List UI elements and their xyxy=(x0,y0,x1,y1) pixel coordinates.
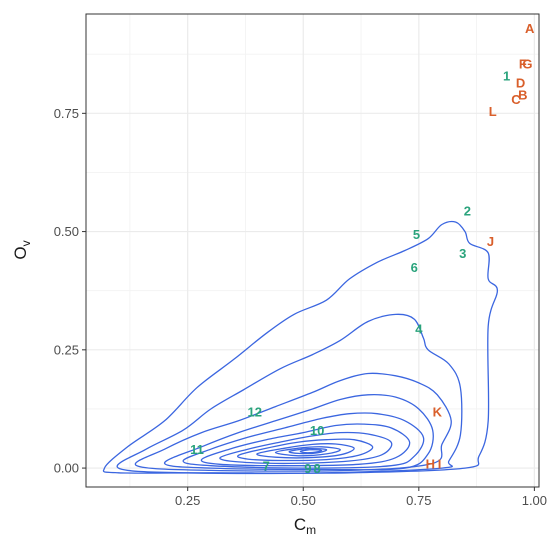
x-axis: 0.25 0.50 0.75 1.00 xyxy=(175,487,547,508)
point-label-A: A xyxy=(525,21,535,36)
point-label-9: 9 xyxy=(304,461,311,476)
density-contour-6 xyxy=(200,423,411,467)
point-label-L: L xyxy=(489,104,497,119)
point-label-3: 3 xyxy=(459,246,466,261)
density-contour-2 xyxy=(116,313,463,475)
point-label-1: 1 xyxy=(503,68,510,83)
y-tick-label: 0.75 xyxy=(54,106,79,121)
density-contour-3 xyxy=(134,372,452,472)
point-label-2: 2 xyxy=(464,203,471,218)
x-tick-label: 0.25 xyxy=(175,493,200,508)
density-contour-4 xyxy=(163,394,434,471)
y-tick-label: 0.25 xyxy=(54,342,79,357)
panel-border xyxy=(85,13,540,488)
point-label-12: 12 xyxy=(247,404,261,419)
y-axis-title-main: O xyxy=(11,246,30,259)
point-label-11: 11 xyxy=(190,442,204,457)
point-label-B: B xyxy=(518,87,527,102)
point-label-8: 8 xyxy=(314,461,321,476)
x-axis-title-main: C xyxy=(294,515,306,534)
density-contour-5 xyxy=(182,412,425,469)
x-tick-label: 1.00 xyxy=(522,493,547,508)
x-axis-title: Cm xyxy=(294,515,316,537)
x-tick-label: 0.75 xyxy=(406,493,431,508)
y-tick-label: 0.50 xyxy=(54,224,79,239)
point-label-K: K xyxy=(433,404,443,419)
point-label-D: D xyxy=(516,76,525,91)
point-label-J: J xyxy=(487,234,494,249)
x-tick-label: 0.50 xyxy=(291,493,316,508)
density-contour-11 xyxy=(288,447,328,455)
point-label-C: C xyxy=(511,92,521,107)
y-axis: 0.00 0.25 0.50 0.75 xyxy=(54,106,86,476)
point-label-4: 4 xyxy=(415,322,423,337)
point-label-F: F xyxy=(519,57,527,72)
point-label-7: 7 xyxy=(263,459,270,474)
point-label-H: H xyxy=(426,456,435,471)
density-contour-9 xyxy=(256,442,355,459)
y-axis-title-subscript: v xyxy=(19,240,33,246)
point-label-6: 6 xyxy=(411,260,418,275)
density-contour-10 xyxy=(274,446,341,457)
minor-gridlines xyxy=(86,14,539,487)
density-contour-1 xyxy=(102,220,499,474)
point-label-10: 10 xyxy=(310,423,324,438)
density-contour-12 xyxy=(299,448,323,454)
point-label-G: G xyxy=(522,57,532,72)
density-contours xyxy=(102,220,499,475)
point-label-I: I xyxy=(438,456,442,471)
y-axis-title: Ov xyxy=(11,240,33,259)
density-contour-7 xyxy=(219,431,393,465)
point-label-5: 5 xyxy=(413,227,420,242)
x-axis-title-subscript: m xyxy=(306,523,316,537)
y-tick-label: 0.00 xyxy=(54,461,79,476)
major-gridlines xyxy=(86,14,539,487)
density-contour-8 xyxy=(237,438,374,462)
